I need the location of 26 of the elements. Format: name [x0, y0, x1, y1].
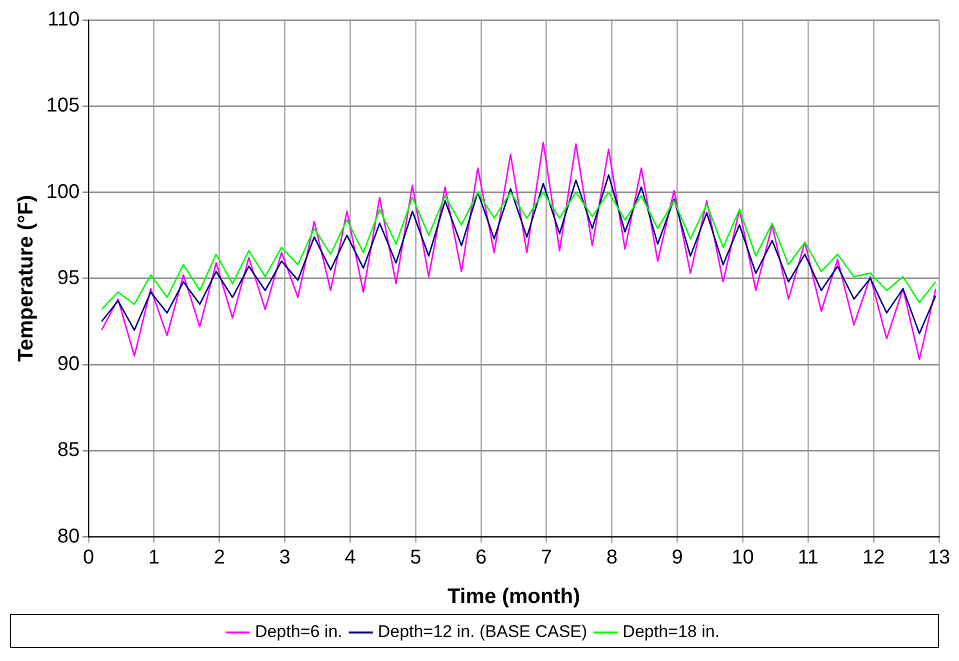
x-tick-label: 5 [410, 546, 422, 568]
y-axis-title: Temperature (°F) [14, 195, 38, 362]
y-tick-label: 80 [57, 525, 80, 548]
legend-label: Depth=12 in. (BASE CASE) [378, 622, 588, 642]
x-tick-label: 2 [214, 546, 225, 568]
legend-label: Depth=18 in. [622, 622, 720, 642]
x-tick-label: 13 [928, 546, 950, 568]
x-tick-label: 7 [540, 546, 552, 568]
x-tick-label: 0 [83, 546, 94, 568]
x-tick-label: 8 [606, 546, 618, 568]
y-tick-label: 105 [46, 94, 80, 117]
x-tick-label: 6 [476, 546, 487, 568]
x-tick-label: 3 [279, 546, 290, 568]
x-tick-label: 11 [798, 546, 819, 568]
y-tick-label: 85 [57, 439, 80, 462]
x-tick-label: 1 [148, 546, 160, 568]
x-tick-label: 10 [732, 546, 754, 568]
y-tick-label: 95 [57, 266, 80, 289]
legend-label: Depth=6 in. [254, 622, 342, 642]
y-tick-label: 110 [48, 8, 80, 31]
x-axis-title: Time (month) [447, 585, 580, 608]
x-tick-label: 12 [862, 546, 885, 568]
x-tick-label: 4 [344, 546, 356, 568]
x-tick-label: 9 [672, 546, 683, 568]
y-tick-label: 90 [57, 353, 80, 376]
y-tick-label: 100 [46, 180, 80, 203]
